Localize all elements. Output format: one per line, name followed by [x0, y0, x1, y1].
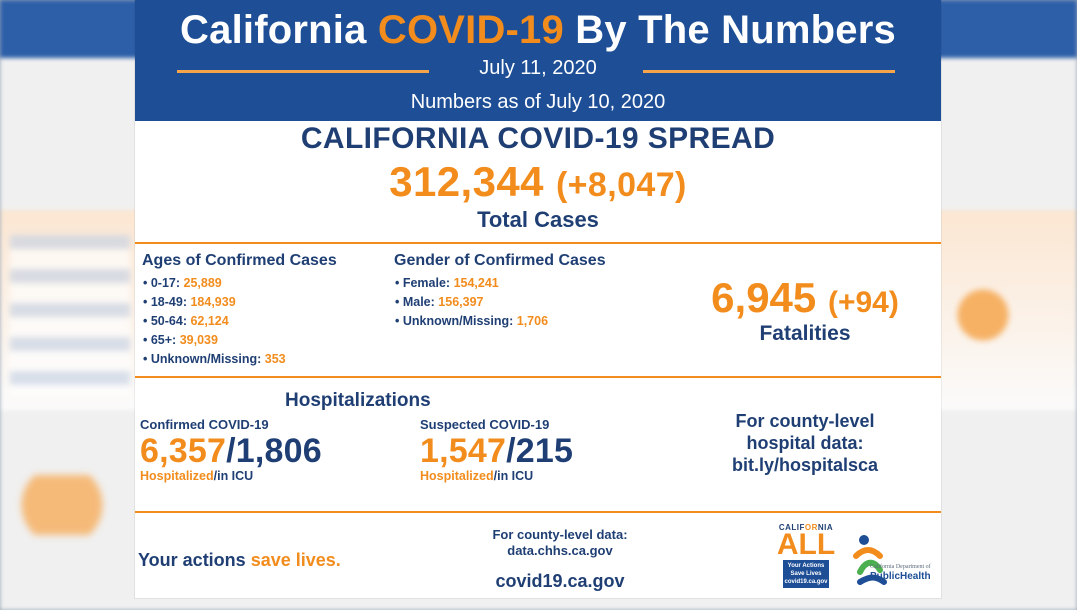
footer-left: Your actions save lives. [138, 550, 341, 571]
total-cases-delta: (+8,047) [555, 166, 687, 204]
california-all-word: ALL [776, 528, 836, 561]
county-hospital-info: For county-level hospital data: bit.ly/h… [695, 410, 915, 476]
hosp-suspected-icu: 215 [515, 432, 574, 470]
hosp-suspected-values: 1,547/215 [420, 432, 573, 471]
total-cases-value: 312,344 [389, 158, 544, 205]
ages-row-value: 25,889 [183, 276, 222, 290]
cdph-small-text: California Department of [870, 564, 931, 570]
header-rule-right [643, 70, 895, 73]
footer-site[interactable]: covid19.ca.gov [495, 571, 625, 591]
divider-2 [135, 376, 941, 378]
ages-row-label: • 50-64: [143, 314, 187, 328]
fatalities-label: Fatalities [759, 322, 851, 345]
hosp-confirmed-sub-hospitalized: Hospitalized [140, 469, 214, 483]
gender-row-label: • Male: [395, 295, 435, 309]
gender-row-label: • Unknown/Missing: [395, 314, 514, 328]
fatalities: 6,945 (+94) [695, 274, 915, 322]
california-all-top-part-1: CALIF [778, 523, 805, 532]
total-cases: 312,344 (+8,047) [135, 158, 941, 206]
header-date: July 11, 2020 [479, 57, 597, 79]
total-cases-label: Total Cases [477, 207, 599, 232]
gender-row-2: • Unknown/Missing: 1,706 [395, 312, 548, 331]
hosp-suspected-sub-icu: /in ICU [493, 469, 534, 483]
ages-row-1: • 18-49: 184,939 [143, 293, 286, 312]
california-all-logo: CALIFORNIA ALL Your Actions Save Lives c… [767, 523, 845, 595]
california-all-box: Your Actions Save Lives covid19.ca.gov [783, 560, 829, 588]
divider-3 [135, 511, 941, 513]
footer-county-line-1: For county-level data: [492, 527, 628, 542]
ages-row-label: • Unknown/Missing: [143, 352, 262, 366]
hosp-suspected-label: Suspected COVID-19 [420, 417, 550, 432]
title-part-2: COVID-19 [377, 8, 564, 52]
county-hospital-line-1: For county-level [735, 411, 875, 431]
hosp-confirmed: Confirmed COVID-19 6,357/1,806 Hospitali… [140, 417, 322, 483]
california-all-top: CALIFORNIA [767, 523, 845, 532]
cdph-logo-icon [853, 535, 887, 585]
ages-row-value: 39,039 [179, 333, 218, 347]
gender-row-0: • Female: 154,241 [395, 274, 548, 293]
ages-row-value: 353 [264, 352, 286, 366]
gender-row-value: 154,241 [453, 276, 499, 290]
ages-list: • 0-17: 25,889 • 18-49: 184,939 • 50-64:… [143, 274, 286, 369]
gender-row-value: 156,397 [438, 295, 484, 309]
divider-1 [135, 242, 941, 244]
fatalities-value: 6,945 [711, 274, 817, 321]
spread-title: CALIFORNIA COVID-19 SPREAD [300, 122, 776, 155]
ages-row-value: 62,124 [190, 314, 229, 328]
hosp-confirmed-sub-icu: /in ICU [213, 469, 254, 483]
header-as-of: Numbers as of July 10, 2020 [410, 91, 666, 113]
title-part-3: By The Numbers [575, 8, 896, 52]
infographic-card: California COVID-19 By The Numbers July … [135, 0, 941, 598]
footer-center: For county-level data: data.chhs.ca.gov … [450, 527, 670, 592]
hosp-confirmed-slash: / [226, 432, 236, 470]
hosp-confirmed-label: Confirmed COVID-19 [140, 417, 269, 432]
ages-row-3: • 65+: 39,039 [143, 331, 286, 350]
ages-row-2: • 50-64: 62,124 [143, 312, 286, 331]
ages-row-0: • 0-17: 25,889 [143, 274, 286, 293]
county-hospital-line-2: hospital data: [746, 433, 864, 453]
ages-row-label: • 65+: [143, 333, 177, 347]
gender-row-1: • Male: 156,397 [395, 293, 548, 312]
cdph-big-text: PublicHealth [870, 571, 931, 582]
gender-row-label: • Female: [395, 276, 451, 290]
ages-row-label: • 0-17: [143, 276, 181, 290]
title-part-1: California [180, 8, 367, 52]
blurred-left-ghost [10, 235, 130, 395]
footer-left-part-1: Your actions [138, 550, 251, 570]
header: California COVID-19 By The Numbers July … [135, 0, 941, 121]
california-all-top-part-2: OR [804, 523, 818, 532]
hosp-suspected-slash: / [506, 432, 516, 470]
hosp-suspected-sub-hospitalized: Hospitalized [420, 469, 494, 483]
hosp-confirmed-hospitalized: 6,357 [140, 432, 227, 470]
hosp-suspected-hospitalized: 1,547 [420, 432, 507, 470]
blurred-left-orange [10, 475, 140, 535]
ages-row-label: • 18-49: [143, 295, 187, 309]
page-title: California COVID-19 By The Numbers [135, 8, 941, 53]
fatalities-delta: (+94) [827, 286, 899, 319]
gender-list: • Female: 154,241 • Male: 156,397 • Unkn… [395, 274, 548, 331]
ages-row-4: • Unknown/Missing: 353 [143, 350, 286, 369]
county-hospital-link[interactable]: bit.ly/hospitalsca [731, 455, 879, 475]
hosp-confirmed-icu: 1,806 [235, 432, 322, 470]
footer-left-part-2: save lives. [250, 550, 341, 570]
cdph-logo: California Department of PublicHealth [850, 530, 938, 590]
hosp-confirmed-values: 6,357/1,806 [140, 432, 322, 471]
california-all-top-part-3: NIA [817, 523, 834, 532]
gender-title: Gender of Confirmed Cases [394, 252, 606, 269]
blurred-right-ghost [947, 275, 1037, 355]
hosp-confirmed-sub: Hospitalized/in ICU [140, 469, 322, 483]
footer-county-line-2[interactable]: data.chhs.ca.gov [507, 543, 613, 558]
hosp-suspected-sub: Hospitalized/in ICU [420, 469, 573, 483]
header-rule-left [177, 70, 429, 73]
hosp-suspected: Suspected COVID-19 1,547/215 Hospitalize… [420, 417, 573, 483]
ages-title: Ages of Confirmed Cases [142, 252, 337, 269]
hospitalizations-title: Hospitalizations [285, 390, 431, 411]
ages-row-value: 184,939 [190, 295, 236, 309]
gender-row-value: 1,706 [516, 314, 549, 328]
